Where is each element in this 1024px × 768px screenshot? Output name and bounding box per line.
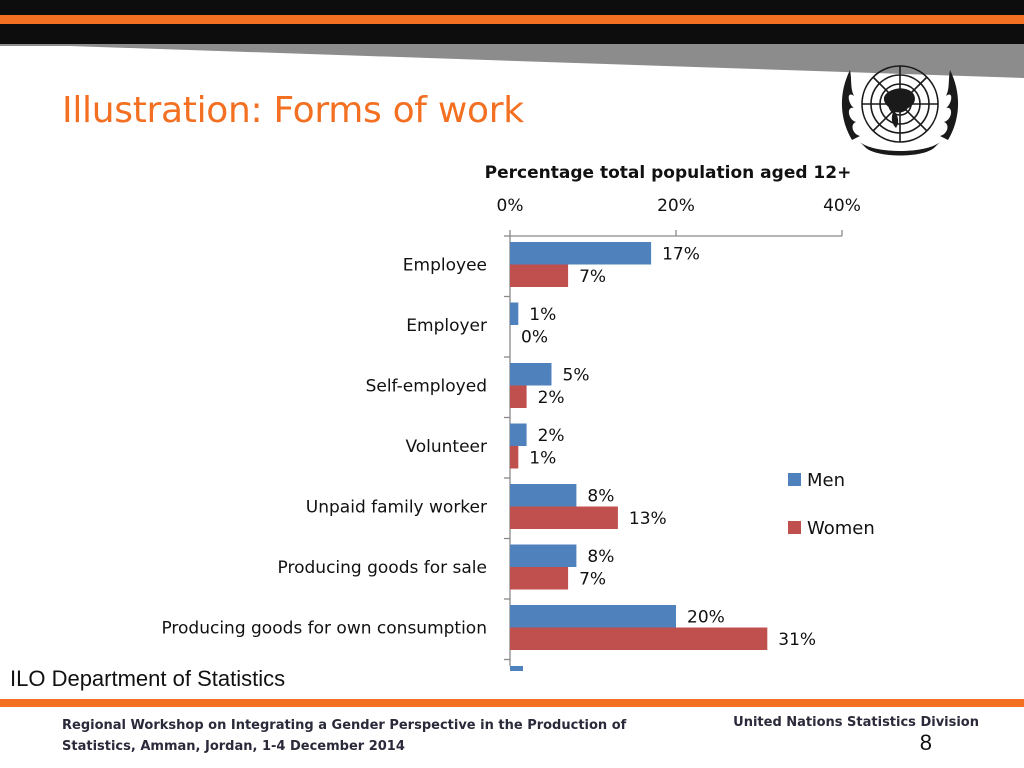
- bar-women: [510, 264, 569, 287]
- bar-men: [510, 544, 577, 567]
- header-grey-wedge: [0, 44, 1024, 78]
- data-label: 20%: [687, 607, 725, 627]
- bar-men: [510, 242, 652, 265]
- source-label: ILO Department of Statistics: [8, 666, 290, 692]
- category-label: Employer: [406, 316, 487, 336]
- forms-of-work-chart: Percentage total population aged 12+ 0% 20…: [161, 163, 875, 671]
- category-label: Employee: [403, 256, 487, 276]
- legend-swatch-women: [788, 521, 801, 534]
- legend-label: Women: [807, 518, 875, 539]
- bar-women: [510, 506, 618, 529]
- x-tick-label: 40%: [823, 196, 861, 216]
- bar-women: [510, 627, 768, 650]
- slide-title: Illustration: Forms of work: [62, 90, 524, 131]
- data-label: 0%: [521, 327, 548, 347]
- data-label: 2%: [538, 426, 565, 446]
- category-label: Unpaid family worker: [306, 498, 487, 518]
- data-label: 8%: [587, 486, 614, 506]
- next-bar-fragment: [510, 666, 523, 671]
- bar-women: [510, 385, 527, 408]
- category-label: Producing goods for sale: [278, 558, 487, 578]
- data-label: 1%: [529, 448, 556, 468]
- category-label: Self-employed: [366, 377, 487, 397]
- x-tick-label: 0%: [497, 196, 524, 216]
- data-label: 5%: [563, 365, 590, 385]
- category-label: Producing goods for own consumption: [161, 619, 487, 639]
- data-label: 31%: [778, 630, 816, 650]
- data-label: 17%: [662, 244, 700, 264]
- page-number: 8: [919, 730, 932, 755]
- legend-label: Men: [807, 470, 845, 491]
- bar-men: [510, 363, 552, 386]
- footer-organization: United Nations Statistics Division: [733, 715, 979, 730]
- data-label: 13%: [629, 509, 667, 529]
- chart-title: Percentage total population aged 12+: [485, 163, 852, 183]
- data-label: 8%: [587, 547, 614, 567]
- bar-women: [510, 567, 569, 590]
- bar-men: [510, 423, 527, 446]
- footer-workshop-text: Regional Workshop on Integrating a Gende…: [62, 718, 627, 754]
- data-label: 7%: [579, 569, 606, 589]
- x-tick-label: 20%: [657, 196, 695, 216]
- data-label: 1%: [529, 305, 556, 325]
- data-label: 2%: [538, 388, 565, 408]
- bar-men: [510, 605, 676, 628]
- legend-swatch-men: [788, 473, 801, 486]
- header-orange-stripe: [0, 15, 1024, 24]
- bar-women: [510, 446, 519, 469]
- category-label: Volunteer: [405, 437, 487, 457]
- data-label: 7%: [579, 267, 606, 287]
- un-emblem-logo: [841, 65, 959, 156]
- bar-men: [510, 484, 577, 507]
- bar-men: [510, 302, 519, 325]
- footer-orange-bar: [0, 699, 1024, 707]
